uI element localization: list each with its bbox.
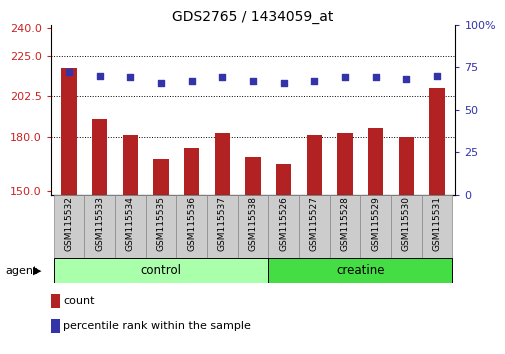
Point: [401, 76, 410, 82]
Text: agent: agent: [5, 266, 37, 276]
Bar: [268, 258, 451, 283]
Text: GSM115527: GSM115527: [309, 196, 318, 251]
Bar: [428, 88, 444, 195]
Bar: [390, 195, 421, 258]
Bar: [54, 195, 84, 258]
Point: [248, 78, 257, 84]
Bar: [275, 164, 291, 195]
Text: GSM115537: GSM115537: [218, 196, 226, 251]
Text: creatine: creatine: [335, 264, 384, 277]
Bar: [122, 135, 138, 195]
Bar: [92, 119, 107, 195]
Bar: [360, 195, 390, 258]
Point: [126, 75, 134, 80]
Bar: [176, 195, 207, 258]
Point: [95, 73, 104, 79]
Bar: [329, 195, 360, 258]
Text: GSM115534: GSM115534: [126, 196, 134, 251]
Bar: [268, 195, 298, 258]
Text: GSM115529: GSM115529: [371, 196, 379, 251]
Text: GSM115530: GSM115530: [401, 196, 410, 251]
Point: [218, 75, 226, 80]
Text: GSM115531: GSM115531: [432, 196, 441, 251]
Bar: [237, 195, 268, 258]
Point: [432, 73, 440, 79]
Text: ▶: ▶: [33, 266, 41, 276]
Text: GSM115538: GSM115538: [248, 196, 257, 251]
Text: GSM115535: GSM115535: [156, 196, 165, 251]
Bar: [214, 133, 230, 195]
Text: GSM115532: GSM115532: [64, 196, 73, 251]
Bar: [184, 148, 199, 195]
Point: [279, 80, 287, 85]
Bar: [245, 157, 260, 195]
Bar: [421, 195, 451, 258]
Title: GDS2765 / 1434059_at: GDS2765 / 1434059_at: [172, 10, 333, 24]
Text: GSM115526: GSM115526: [279, 196, 287, 251]
Point: [65, 69, 73, 75]
Point: [371, 75, 379, 80]
Point: [157, 80, 165, 85]
Bar: [207, 195, 237, 258]
Bar: [54, 258, 268, 283]
Bar: [306, 135, 321, 195]
Point: [310, 78, 318, 84]
Bar: [115, 195, 145, 258]
Text: control: control: [140, 264, 181, 277]
Bar: [398, 137, 413, 195]
Text: GSM115533: GSM115533: [95, 196, 104, 251]
Bar: [84, 195, 115, 258]
Text: GSM115536: GSM115536: [187, 196, 196, 251]
Bar: [337, 133, 352, 195]
Bar: [298, 195, 329, 258]
Point: [187, 78, 195, 84]
Bar: [367, 128, 383, 195]
Text: percentile rank within the sample: percentile rank within the sample: [63, 321, 250, 331]
Point: [340, 75, 348, 80]
Text: GSM115528: GSM115528: [340, 196, 349, 251]
Bar: [61, 68, 77, 195]
Bar: [153, 159, 168, 195]
Text: count: count: [63, 296, 94, 306]
Bar: [145, 195, 176, 258]
